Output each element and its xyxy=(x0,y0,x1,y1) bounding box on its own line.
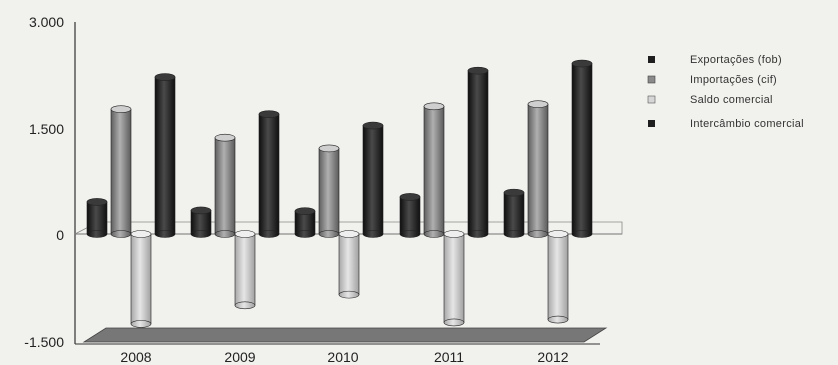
category-label-2011: 2011 xyxy=(434,349,464,365)
bar-importacoes-2010-base xyxy=(318,230,340,238)
bar-exportacoes-2009-cap xyxy=(190,206,212,215)
legend-label-importacoes: Importações (cif) xyxy=(690,74,777,86)
bar-exportacoes-2011-base xyxy=(399,230,421,238)
bar-intercambio-2011 xyxy=(467,70,489,235)
legend-swatch-saldo xyxy=(647,95,656,104)
y-tick-label-0: 0 xyxy=(56,227,64,243)
bar-exportacoes-2010-base xyxy=(294,230,316,238)
bar-importacoes-2008-cap xyxy=(110,105,132,113)
legend: Exportações (fob) Importações (cif) Sald… xyxy=(647,54,804,130)
bar-intercambio-2010 xyxy=(362,125,384,235)
bar-importacoes-2011-cap xyxy=(423,102,445,111)
bar-saldo-2008-base xyxy=(130,320,152,328)
bar-exportacoes-2012 xyxy=(503,192,525,235)
bar-saldo-2009-base xyxy=(234,301,256,310)
bar-importacoes-2009-base xyxy=(214,230,236,238)
bar-importacoes-2010-cap xyxy=(318,144,340,153)
category-label-2009: 2009 xyxy=(224,349,255,365)
bar-importacoes-2009 xyxy=(214,137,236,235)
bar-importacoes-2011 xyxy=(423,106,445,235)
bar-exportacoes-2008 xyxy=(86,201,108,235)
bar-importacoes-2010 xyxy=(318,148,340,235)
bar-intercambio-2010-cap xyxy=(362,121,384,130)
bar-importacoes-2008-base xyxy=(110,230,132,238)
bar-saldo-2009-cap xyxy=(234,230,256,238)
bar-intercambio-2011-base xyxy=(467,230,489,238)
legend-label-intercambio: Intercâmbio comercial xyxy=(690,118,804,130)
bar-saldo-2008-cap xyxy=(130,230,152,238)
bar-importacoes-2012-base xyxy=(527,230,549,238)
bar-saldo-2012-cap xyxy=(547,230,569,238)
bar-intercambio-2008 xyxy=(154,76,176,235)
y-tick-label-1500: 1.500 xyxy=(29,121,64,137)
bar-exportacoes-2008-cap xyxy=(86,198,108,206)
bar-exportacoes-2010-cap xyxy=(294,207,316,215)
legend-swatch-exportacoes xyxy=(648,56,655,63)
bar-intercambio-2008-cap xyxy=(154,73,176,81)
bar-saldo-2008 xyxy=(130,233,152,325)
bar-intercambio-2009-cap xyxy=(258,110,280,118)
category-label-2012: 2012 xyxy=(537,349,568,365)
bar-exportacoes-2009-base xyxy=(190,230,212,238)
bar-saldo-2011-base xyxy=(443,318,465,327)
bars-group xyxy=(86,59,593,328)
legend-label-exportacoes: Exportações (fob) xyxy=(690,54,782,66)
bar-saldo-2011-cap xyxy=(443,230,465,238)
bar-importacoes-2011-base xyxy=(423,230,445,238)
bar-exportacoes-2008-base xyxy=(86,230,108,238)
bar-intercambio-2009-base xyxy=(258,230,280,238)
category-label-2010: 2010 xyxy=(327,349,358,365)
bar-intercambio-2012-base xyxy=(571,230,593,238)
bar-saldo-2010-cap xyxy=(338,230,360,238)
bar-saldo-2011 xyxy=(443,233,465,323)
legend-swatch-importacoes xyxy=(647,75,656,84)
bar-exportacoes-2012-cap xyxy=(503,188,525,197)
bar-exportacoes-2011-cap xyxy=(399,193,421,201)
bar-saldo-2012 xyxy=(547,233,569,320)
bar-importacoes-2008 xyxy=(110,108,132,235)
floor-plane xyxy=(82,327,608,343)
y-tick-label-3000: 3.000 xyxy=(29,14,64,30)
bar-importacoes-2009-cap xyxy=(214,133,236,142)
legend-label-saldo: Saldo comercial xyxy=(690,94,773,106)
bar-saldo-2009 xyxy=(234,233,256,306)
y-tick-label-minus-1500: -1.500 xyxy=(24,334,64,350)
bar-importacoes-2012-cap xyxy=(527,100,549,108)
bar-saldo-2010-base xyxy=(338,290,360,299)
bar-intercambio-2012 xyxy=(571,63,593,235)
bar-exportacoes-2011 xyxy=(399,196,421,235)
bar-exportacoes-2012-base xyxy=(503,230,525,238)
bar-intercambio-2011-cap xyxy=(467,66,489,75)
bar-saldo-2012-base xyxy=(547,315,569,324)
bar-intercambio-2010-base xyxy=(362,230,384,238)
bar-intercambio-2008-base xyxy=(154,230,176,238)
bar-importacoes-2012 xyxy=(527,103,549,235)
bar-intercambio-2009 xyxy=(258,113,280,235)
bar-saldo-2010 xyxy=(338,233,360,295)
category-label-2008: 2008 xyxy=(120,349,151,365)
legend-swatch-intercambio xyxy=(648,120,655,127)
bar-intercambio-2012-cap xyxy=(571,59,593,68)
